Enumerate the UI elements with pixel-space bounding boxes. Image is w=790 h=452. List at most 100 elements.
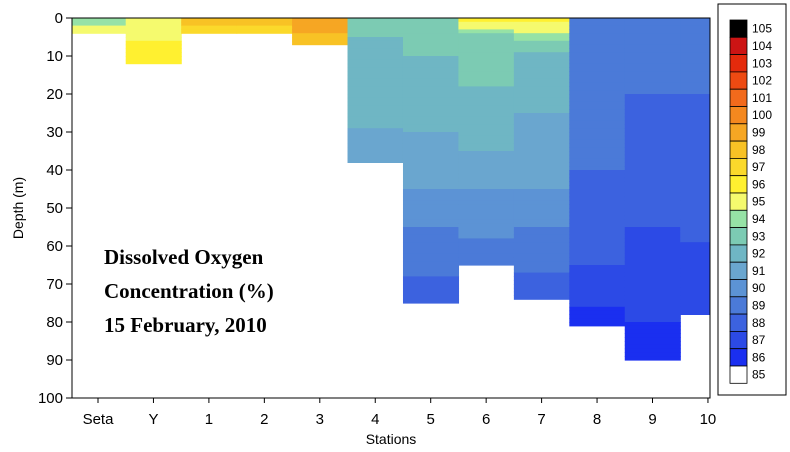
do-cell: [125, 40, 182, 46]
do-cell: [513, 82, 570, 87]
do-cell: [624, 25, 681, 30]
do-cell: [680, 185, 710, 190]
colorbar-label: 97: [752, 160, 766, 174]
do-cell: [624, 124, 681, 129]
do-cell: [402, 211, 460, 217]
do-cell: [125, 59, 182, 65]
y-tick-label: 100: [38, 390, 63, 407]
do-cell: [402, 280, 460, 285]
do-cell: [402, 177, 460, 182]
do-cell: [680, 208, 710, 213]
do-cell: [402, 63, 460, 68]
do-cell: [624, 299, 681, 304]
do-cell: [513, 249, 570, 255]
do-cell: [513, 215, 570, 220]
do-cell: [624, 143, 681, 148]
do-cell: [569, 242, 626, 247]
do-cell: [513, 97, 570, 103]
do-cell: [458, 90, 515, 95]
do-cell: [680, 196, 710, 201]
do-cell: [402, 97, 460, 103]
do-cell: [680, 25, 710, 30]
do-cell: [513, 177, 570, 182]
do-cell: [569, 75, 626, 80]
do-cell: [181, 18, 238, 23]
x-tick-label: 1: [205, 411, 213, 428]
do-cell: [458, 246, 515, 251]
do-cell: [402, 139, 460, 144]
annotation-line-3: 15 February, 2010: [104, 313, 267, 337]
station-column-y: [125, 18, 182, 65]
do-cell: [680, 63, 710, 68]
do-cell: [458, 242, 515, 247]
do-cell: [458, 116, 515, 122]
do-cell: [624, 192, 681, 198]
do-cell: [680, 192, 710, 198]
do-cell: [680, 287, 710, 293]
do-cell: [402, 295, 460, 300]
do-cell: [624, 295, 681, 300]
do-cell: [624, 337, 681, 342]
do-cell: [569, 287, 626, 293]
do-cell: [513, 287, 570, 293]
do-cell: [680, 75, 710, 80]
do-cell: [680, 67, 710, 72]
do-cell: [680, 291, 710, 296]
y-tick-label: 20: [46, 86, 63, 103]
station-column-9: [624, 18, 681, 361]
do-cell: [292, 40, 349, 46]
do-cell: [680, 97, 710, 103]
do-cell: [458, 75, 515, 80]
do-cell: [72, 18, 127, 23]
do-cell: [402, 109, 460, 114]
do-cell: [624, 291, 681, 296]
do-cell: [402, 86, 460, 91]
do-cell: [569, 139, 626, 144]
do-cell: [569, 105, 626, 110]
do-cell: [569, 143, 626, 148]
do-cell: [402, 18, 460, 23]
do-cell: [458, 44, 515, 49]
do-cell: [513, 40, 570, 46]
do-cell: [680, 272, 710, 277]
y-axis: 0 10 20 30 40 50 60 70 80 90 100: [38, 10, 72, 407]
do-cell: [513, 173, 570, 179]
do-cell: [569, 219, 626, 224]
do-cell: [402, 147, 460, 152]
do-cell: [402, 291, 460, 296]
do-cell: [458, 139, 515, 144]
do-cell: [458, 18, 515, 23]
do-cell: [513, 105, 570, 110]
do-cell: [402, 219, 460, 224]
do-cell: [569, 18, 626, 23]
do-cell: [569, 177, 626, 182]
do-cell: [458, 215, 515, 220]
do-cell: [402, 181, 460, 186]
do-cell: [402, 196, 460, 201]
do-cell: [458, 173, 515, 179]
do-cell: [624, 154, 681, 160]
do-cell: [569, 314, 626, 319]
do-cell: [680, 147, 710, 152]
do-cell: [402, 44, 460, 49]
do-cell: [402, 143, 460, 148]
colorbar-swatch: [729, 54, 748, 73]
do-cell: [624, 287, 681, 293]
x-tick-label: 2: [260, 411, 268, 428]
colorbar-swatch: [729, 88, 748, 107]
do-cell: [624, 348, 681, 353]
do-cell: [569, 310, 626, 315]
do-cell: [513, 44, 570, 49]
do-cell: [236, 18, 293, 23]
do-cell: [125, 29, 182, 34]
do-cell: [402, 59, 460, 65]
colorbar-label: 96: [752, 177, 766, 191]
do-cell: [624, 238, 681, 243]
do-cell: [402, 82, 460, 87]
do-cell: [347, 29, 404, 34]
do-cell: [569, 86, 626, 91]
do-cell: [680, 139, 710, 144]
do-cell: [402, 162, 460, 167]
do-cell: [624, 268, 681, 274]
do-cell: [680, 143, 710, 148]
